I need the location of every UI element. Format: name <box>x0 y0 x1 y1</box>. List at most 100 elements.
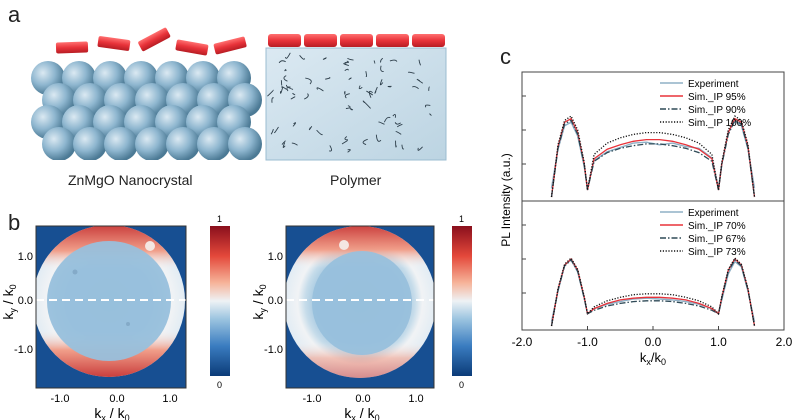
top-legend: Experiment Sim._IP 95% Sim._IP 90% Sim._IP … <box>660 79 751 129</box>
polymer-chain <box>344 93 350 99</box>
polymer-chain <box>316 87 324 92</box>
polymer-chain <box>271 97 274 103</box>
x-tick: -1.0 <box>51 393 70 405</box>
polymer-chain <box>290 96 296 100</box>
bottom-subplot-series <box>550 257 756 327</box>
emitter-dipole <box>340 34 373 47</box>
map-left-ylabel: ky / k0 <box>0 284 18 319</box>
polymer-chain <box>344 60 350 64</box>
colorbar-left <box>210 226 230 376</box>
y-tick: 1.0 <box>268 251 283 263</box>
polymer-chain <box>429 113 432 116</box>
map-right-y-ticks: 1.0 0.0 -1.0 <box>264 251 283 356</box>
polymer-chain <box>285 52 291 59</box>
polymer-caption: Polymer <box>330 172 382 188</box>
polymer-chain <box>383 116 391 123</box>
emitter-dipole <box>376 34 409 47</box>
polymer-chain <box>366 90 373 96</box>
map-right-frame <box>285 225 435 389</box>
emitter-dipole <box>175 39 209 56</box>
polymer-chain <box>345 105 351 109</box>
polymer-chain <box>292 122 297 127</box>
polymer-chain <box>286 86 291 92</box>
legend-label: Sim._IP 67% <box>688 234 746 245</box>
x-tick: 1.0 <box>162 393 177 405</box>
emitter-dipoles <box>55 27 247 56</box>
series-line <box>550 258 756 327</box>
legend-label: Sim._IP 90% <box>688 105 746 116</box>
polymer-chain <box>417 146 423 151</box>
colorbar-right-max: 1 <box>459 214 464 224</box>
polymer-chain <box>380 57 384 63</box>
polymer-chain <box>379 79 384 86</box>
polymer-chain <box>316 129 323 136</box>
pl-ylabel: PL Intensity (a.u.) <box>500 153 513 247</box>
emitter-dipole <box>55 41 89 54</box>
polymer-chain <box>292 92 296 96</box>
nanocrystal-caption: ZnMgO Nanocrystal <box>68 172 193 188</box>
polymer-chain <box>349 107 354 111</box>
polymer-chain <box>347 57 354 61</box>
colorbar-left-min: 0 <box>217 380 222 390</box>
polymer-chain <box>394 122 401 125</box>
polymer-chain <box>284 69 287 72</box>
emitter-dipole <box>213 36 247 55</box>
polymer-chain <box>267 89 274 97</box>
nanocrystal-sphere <box>228 127 262 160</box>
x-tick-label: -1.0 <box>577 335 598 349</box>
emitter-dipole <box>97 36 131 51</box>
map-left-frame <box>35 225 187 389</box>
k-space-map-left <box>36 226 186 388</box>
legend-label: Experiment <box>688 208 739 219</box>
polymer-emitter-dipoles <box>268 34 445 47</box>
nanocrystal-illustration <box>31 27 262 160</box>
bottom-legend: Experiment Sim._IP 70% Sim._IP 67% Sim._IP … <box>660 208 746 258</box>
polymer-chain <box>283 75 288 82</box>
y-tick: 1.0 <box>18 251 33 263</box>
legend-label: Sim._IP 95% <box>688 92 746 103</box>
polymer-chain <box>347 149 351 153</box>
polymer-chain <box>291 142 298 146</box>
polymer-slab <box>265 47 447 161</box>
x-tick-label: -2.0 <box>512 335 533 349</box>
polymer-chains <box>267 52 432 153</box>
polymer-chain <box>281 86 288 90</box>
emitter-dipole <box>138 27 171 52</box>
polymer-chain <box>387 85 392 88</box>
polymer-chain <box>408 71 415 74</box>
polymer-chain <box>280 86 284 94</box>
polymer-chain <box>418 59 421 66</box>
nanocrystal-sphere <box>197 127 231 160</box>
x-tick: 1.0 <box>408 393 423 405</box>
emitter-dipole <box>268 34 301 47</box>
map-left-x-ticks: -1.0 0.0 1.0 <box>51 393 178 405</box>
polymer-chain <box>365 71 367 77</box>
polymer-chain <box>281 140 286 145</box>
emitter-dipole <box>304 34 337 47</box>
polymer-chain <box>348 77 352 80</box>
nanocrystal-sphere <box>73 127 107 160</box>
panel-c-letter: c <box>500 44 511 69</box>
polymer-chain <box>308 126 313 131</box>
series-line <box>550 257 756 327</box>
x-axis-ticks: -2.0 -1.0 0.0 1.0 2.0 <box>512 326 793 349</box>
nanocrystal-sphere <box>166 127 200 160</box>
polymer-chain <box>344 136 348 141</box>
polymer-chain <box>282 142 286 148</box>
series-line <box>550 119 756 198</box>
colorbar-right <box>452 226 472 376</box>
map-left-y-ticks: 1.0 0.0 -1.0 <box>14 251 33 356</box>
legend-label: Sim._IP 70% <box>688 221 746 232</box>
k-space-map-right <box>286 226 434 388</box>
polymer-chain <box>343 63 349 67</box>
polymer-chain <box>274 126 279 134</box>
polymer-chain <box>341 140 348 145</box>
polymer-chain <box>344 68 349 71</box>
polymer-chain <box>416 78 424 84</box>
polymer-illustration <box>265 34 447 161</box>
polymer-chain <box>389 59 398 62</box>
polymer-chain <box>392 113 396 118</box>
x-tick: 0.0 <box>109 393 124 405</box>
x-tick: -1.0 <box>303 393 322 405</box>
series-line <box>550 117 756 198</box>
